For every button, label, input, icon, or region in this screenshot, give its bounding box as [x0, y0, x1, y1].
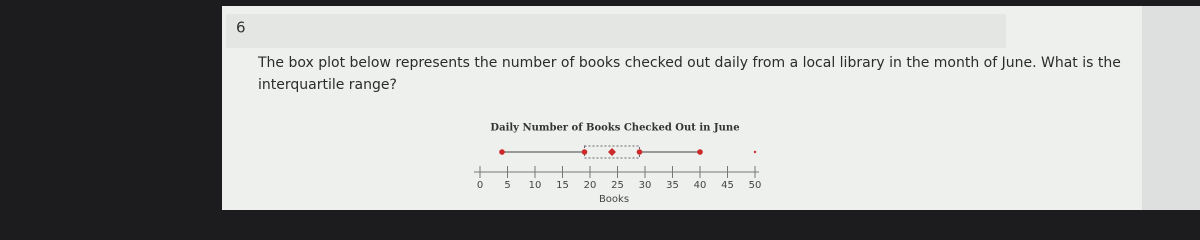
median [608, 148, 616, 156]
x-tick-label: 50 [749, 180, 762, 191]
x-tick-label: 15 [556, 180, 569, 191]
x-axis-label: Books [599, 194, 629, 205]
screen: 6 The box plot below represents the numb… [222, 6, 1200, 210]
x-tick-label: 45 [721, 180, 734, 191]
x-tick-label: 30 [639, 180, 652, 191]
question-text: The box plot below represents the number… [257, 55, 1121, 71]
outlier [753, 150, 757, 154]
page: {"question": {"number": "6", "lines": ["… [222, 6, 1200, 210]
x-tick-label: 40 [694, 180, 707, 191]
x-tick-label: 35 [666, 180, 679, 191]
box-point [636, 149, 643, 155]
box-point [581, 149, 588, 155]
number-strip [226, 14, 1006, 48]
box-point [499, 149, 505, 155]
x-tick-label: 10 [529, 180, 542, 191]
x-tick-label: 0 [477, 180, 483, 191]
x-tick-label: 25 [611, 180, 624, 191]
chart-title: Daily Number of Books Checked Out in Jun… [490, 123, 739, 134]
box-point [697, 149, 703, 155]
question-number: 6 [236, 19, 246, 37]
panel-edge [1142, 6, 1200, 210]
question-text: interquartile range? [258, 77, 397, 93]
x-tick-label: 20 [584, 180, 597, 191]
x-tick-label: 5 [504, 180, 510, 191]
